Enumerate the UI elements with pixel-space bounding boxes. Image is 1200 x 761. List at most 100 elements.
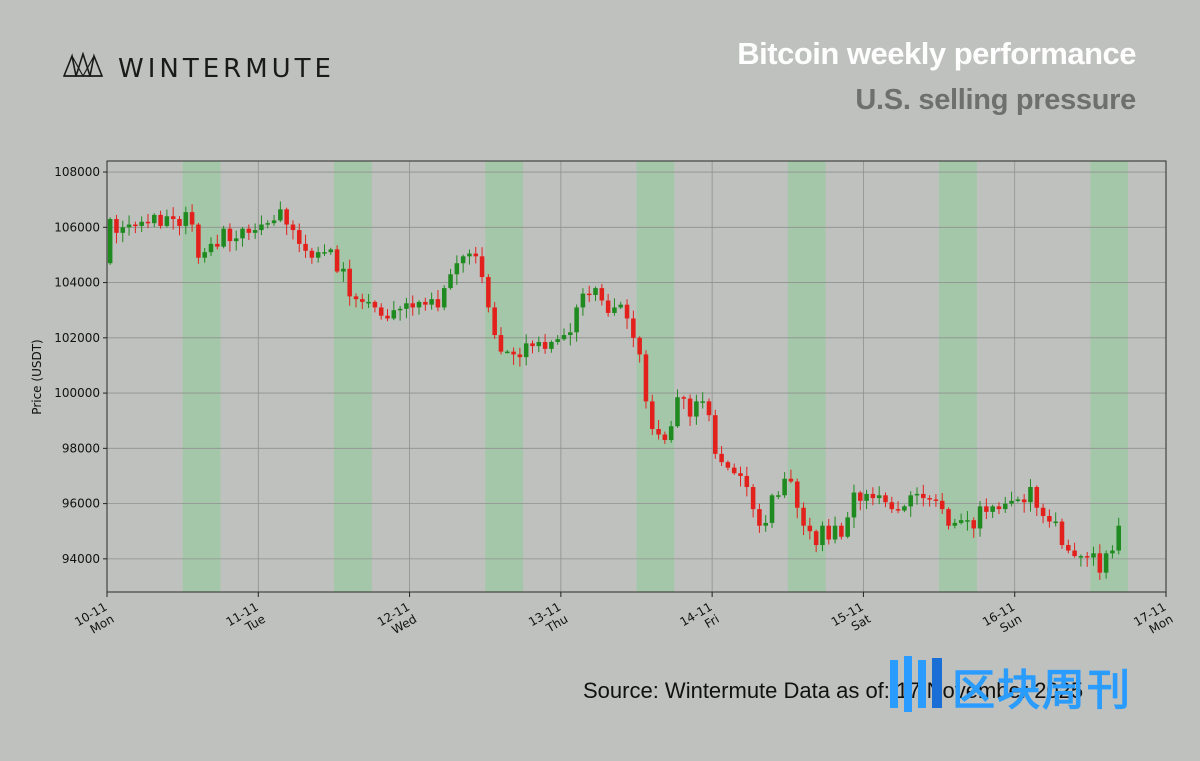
wintermute-logo-icon (62, 51, 104, 85)
us-hours-band-5 (939, 161, 977, 592)
candle-body (750, 487, 756, 510)
candle-body (649, 401, 655, 429)
y-axis-label: Price (USDT) (30, 339, 44, 414)
candle-body (196, 224, 201, 258)
us-hours-band-6 (1090, 161, 1129, 592)
candle-body (202, 252, 207, 258)
candle-body (864, 493, 869, 501)
candle-body (561, 335, 567, 340)
candle-body (895, 509, 901, 511)
candle-body (971, 520, 977, 529)
candle-body (378, 307, 384, 316)
candle-body (794, 481, 800, 508)
candle-body (133, 224, 138, 227)
candle-body (1066, 545, 1071, 551)
candle-body (776, 495, 781, 497)
candle-body (889, 502, 895, 510)
candle-body (164, 216, 170, 226)
us-hours-highlight-layer (182, 161, 1129, 592)
candle-body (958, 520, 964, 523)
candle-body (574, 307, 579, 333)
candle-body (353, 296, 359, 300)
candle-body (145, 221, 151, 224)
candle-body (984, 506, 989, 512)
candle-body (700, 401, 705, 403)
candle-body (883, 495, 888, 503)
candle-body (1002, 503, 1008, 510)
candle-body (612, 307, 617, 313)
candle-body (675, 397, 680, 427)
candle-body (240, 228, 245, 239)
candle-body (713, 415, 718, 454)
y-tick-label: 94000 (62, 552, 100, 566)
candle-body (1053, 521, 1058, 524)
candle-body (322, 252, 327, 254)
candle-body (1034, 487, 1040, 508)
candle-body (227, 228, 233, 242)
candle-body (259, 224, 264, 231)
candle-body (694, 401, 699, 417)
y-axis: 94000 96000 98000 100000 102000 104000 106000 1… (54, 165, 107, 566)
candle-body (946, 509, 951, 526)
candle-body (139, 221, 144, 226)
candle-body (284, 209, 289, 225)
candle-body (643, 354, 649, 402)
candle-body (858, 492, 863, 501)
candle-body (933, 499, 939, 501)
candle-body (366, 301, 371, 304)
candle-body (107, 219, 113, 264)
candle-body (826, 525, 832, 540)
candle-body (624, 304, 630, 319)
candle-body (208, 243, 214, 253)
candle-body (334, 249, 340, 272)
candle-body (555, 339, 560, 342)
candle-body (681, 397, 687, 399)
candle-body (769, 495, 775, 523)
candle-body (593, 288, 598, 295)
candle-body (637, 337, 642, 355)
candle-body (460, 256, 466, 264)
candle-body (265, 223, 271, 225)
brand-name: WINTERMUTE (118, 53, 335, 84)
candle-body (448, 274, 453, 289)
candle-body (536, 341, 542, 347)
candle-body (568, 332, 573, 336)
candle-body (605, 300, 611, 313)
candle-body (1021, 499, 1027, 503)
candle-body (391, 310, 397, 319)
candle-body (492, 307, 497, 336)
candle-body (479, 256, 485, 278)
candle-body (189, 212, 195, 225)
candle-body (120, 227, 126, 233)
watermark: 区块周刊 (888, 654, 1132, 719)
candle-body (429, 299, 434, 305)
candle-body (505, 351, 510, 354)
candle-body (296, 230, 302, 244)
candle-body (839, 525, 844, 537)
candle-body (719, 453, 724, 463)
candle-body (530, 343, 535, 347)
candle-body (397, 308, 403, 311)
candle-body (763, 522, 768, 526)
candle-body (656, 428, 661, 435)
candle-body (423, 301, 428, 305)
candle-body (498, 335, 504, 352)
candle-body (1091, 553, 1096, 558)
candle-body (851, 492, 857, 518)
candle-body (706, 401, 712, 416)
candle-body (927, 498, 932, 500)
x-tick-day: Fri (702, 612, 721, 631)
candle-body (341, 268, 346, 272)
candle-body (1084, 556, 1090, 558)
candle-body (177, 219, 182, 226)
candle-body (952, 522, 958, 526)
candle-body (687, 398, 693, 417)
y-tick-label: 96000 (62, 497, 100, 511)
candle-body (549, 341, 554, 349)
candle-body (1040, 507, 1046, 517)
chart-subtitle: U.S. selling pressure (855, 84, 1136, 116)
